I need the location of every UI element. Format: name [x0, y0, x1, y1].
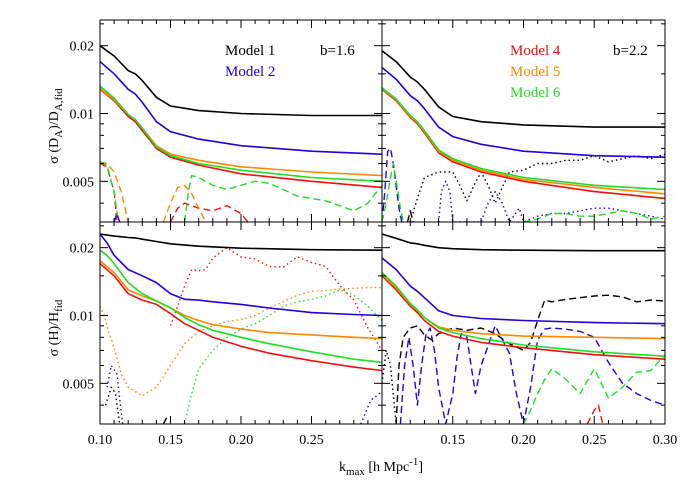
x-axis-label-main: k [339, 460, 346, 475]
panel-frame-bottom-right [381, 221, 666, 425]
x-tick-label: 0.10 [88, 433, 113, 448]
legend-entry-model-6: Model 6 [510, 85, 561, 101]
x-tick-label: 0.15 [441, 433, 466, 448]
series-line-model-2-dashed [382, 147, 403, 222]
x-tick-label: 0.25 [582, 433, 607, 448]
series-line-model-6-solid [100, 85, 382, 183]
series-line-model-1-solid [100, 45, 382, 117]
series-line-model-1-solid [382, 50, 665, 128]
panel-frame-bottom-left [99, 221, 383, 425]
x-tick-label: 0.15 [158, 433, 183, 448]
x-axis-label-rest: [h Mpc [365, 460, 409, 475]
ticks-bottom-left [99, 222, 383, 424]
x-tick-label: 0.20 [511, 433, 536, 448]
series-line-model-6-dotted [183, 289, 382, 424]
y-tick-label: 0.02 [70, 242, 95, 257]
legend-entry-model-4: Model 4 [510, 43, 561, 59]
series-line-model-5-solid [382, 273, 665, 340]
series-line-model-4-solid [382, 88, 665, 200]
x-tick-label: 0.25 [299, 433, 324, 448]
panel-bottom-left [100, 233, 382, 424]
y-tick-label: 0.005 [63, 377, 95, 392]
series-line-model-6-solid [382, 87, 665, 191]
series-line-model-2-dotted [360, 390, 382, 424]
legend-entry-model-2: Model 2 [225, 64, 275, 80]
series-line-model-6-dashed [183, 174, 382, 222]
axes-layer: Model 1 Model 2 b=1.6 Model 4 Model 5 Model 6… [63, 19, 678, 448]
series-line-model-1-dotted [104, 386, 121, 424]
y-tick-label: 0.01 [70, 108, 95, 123]
panel-annotation-top-left: b=1.6 [320, 43, 355, 59]
y-axis-label-bottom: σ (H)/Hfid [47, 299, 65, 356]
series-line-model-4-dotted [169, 246, 382, 351]
series-line-model-4-dashed [586, 404, 604, 424]
series-line-model-2-solid [382, 257, 665, 325]
series-line-model-2-dashed [113, 212, 121, 222]
y-axis-label-top: σ (DA)/DA,fid [47, 88, 65, 164]
y-tick-label: 0.01 [70, 310, 95, 325]
series-line-model-2-solid [100, 60, 382, 155]
series-line-model-5-dashed [162, 184, 207, 222]
series-line-model-4-solid [100, 262, 382, 372]
y-tick-label: 0.005 [63, 175, 95, 190]
y-tick-label: 0.02 [70, 40, 95, 55]
series-line-model-2-dashed [399, 325, 665, 424]
x-tick-label: 0.30 [653, 433, 678, 448]
series-line-model-6-solid [382, 272, 665, 357]
panel-top-left [100, 45, 382, 222]
legend-entry-model-1: Model 1 [225, 43, 275, 59]
series-line-model-5-dotted [100, 286, 382, 397]
x-axis-label: kmax [h Mpc-1] [339, 456, 423, 478]
series-line-model-1-solid [382, 233, 665, 252]
series-line-model-5-solid [100, 260, 382, 340]
series-line-model-1-dotted [382, 349, 397, 424]
series-line-model-4-solid [382, 275, 665, 360]
series-line-model-2-solid [382, 66, 665, 158]
series-line-model-6-solid [100, 249, 382, 364]
x-axis-label-sub: max [346, 466, 365, 478]
panel-bottom-right [382, 233, 665, 424]
series-line-model-4-solid [100, 88, 382, 189]
series-line-model-1-dashed [162, 415, 169, 424]
series-line-model-6-dashed [100, 161, 119, 222]
legend-entry-model-5: Model 5 [510, 64, 560, 80]
series-line-model-1-solid [100, 233, 382, 251]
series-line-model-6-dashed [382, 162, 404, 222]
series-line-model-1-dashed [406, 210, 414, 222]
x-axis-label-sup: -1 [409, 456, 418, 468]
series-line-model-2-solid [100, 233, 382, 317]
x-axis-label-end: ] [418, 460, 423, 475]
series-line-model-1-dashed [395, 294, 665, 424]
x-tick-label: 0.20 [229, 433, 254, 448]
series-line-model-6-dashed [522, 354, 665, 424]
series-line-model-5-dashed [100, 161, 129, 222]
series-line-model-4-dashed [169, 202, 249, 222]
series-line-model-2-dotted [106, 364, 124, 424]
panel-annotation-top-right: b=2.2 [613, 43, 648, 59]
